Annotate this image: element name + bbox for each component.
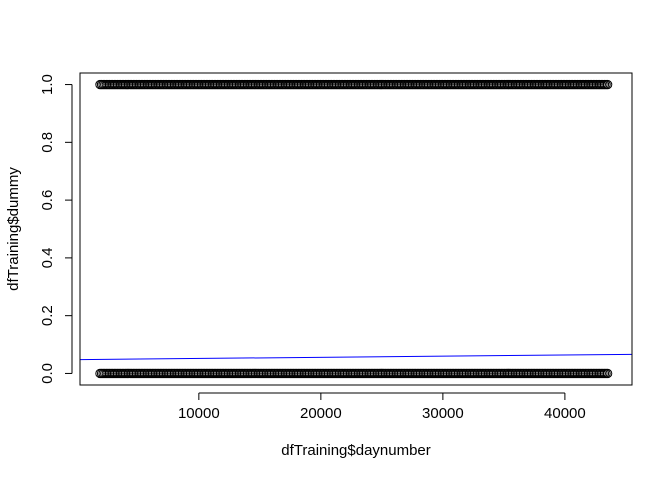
x-axis: 10000 20000 30000 40000: [178, 392, 586, 422]
y-axis-label: dfTraining$dummy: [5, 167, 22, 291]
y-tick-label: 0.6: [39, 190, 56, 211]
y-tick-label: 0.8: [39, 132, 56, 153]
plot-frame: [79, 72, 633, 386]
data-point: [602, 368, 613, 379]
data-points: [95, 79, 613, 379]
x-tick-label: 20000: [300, 405, 342, 422]
y-tick-label: 0.0: [39, 363, 56, 384]
x-tick-label: 10000: [178, 405, 220, 422]
x-tick-label: 40000: [544, 405, 586, 422]
y-tick-label: 0.2: [39, 305, 56, 326]
x-axis-label: dfTraining$daynumber: [281, 442, 431, 459]
regression-line: [79, 353, 633, 361]
x-tick-label: 30000: [422, 405, 464, 422]
y-tick-label: 0.4: [39, 247, 56, 268]
data-point: [602, 79, 613, 90]
y-tick-label: 1.0: [39, 74, 56, 95]
y-axis: 0.0 0.2 0.4 0.6 0.8 1.0: [39, 74, 73, 384]
